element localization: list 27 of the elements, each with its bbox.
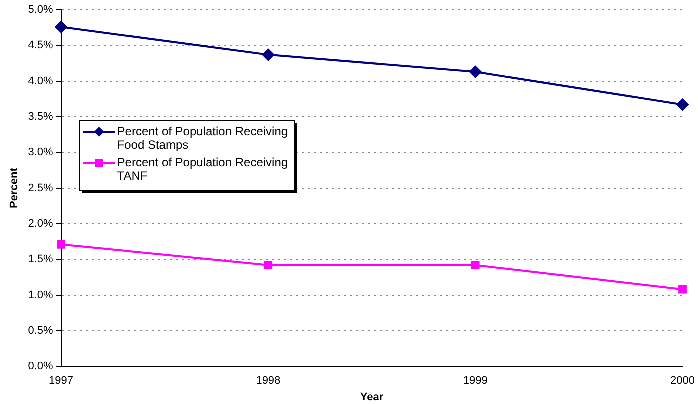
point	[471, 261, 480, 270]
y-tick-label: 2.5%	[28, 182, 54, 194]
point	[55, 21, 68, 34]
point	[678, 285, 687, 294]
point	[676, 98, 689, 111]
y-tick-label: 2.0%	[28, 218, 54, 230]
y-tick-label: 3.5%	[28, 111, 54, 124]
y-axis-title: Percent	[8, 168, 21, 208]
y-tick-label: 5.0%	[28, 4, 54, 16]
x-tick-label: 1998	[256, 375, 281, 388]
legend-label: Percent of Population Receiving TANF	[117, 155, 288, 183]
y-tick-label: 0.0%	[28, 360, 54, 373]
point	[57, 240, 66, 249]
point	[470, 66, 482, 78]
y-tick-label: 4.5%	[28, 40, 54, 52]
x-tick-label: 1999	[463, 375, 488, 388]
y-tick-label: 1.0%	[28, 289, 54, 302]
y-tick-label: 3.0%	[28, 146, 54, 159]
y-tick-label: 4.0%	[28, 75, 54, 88]
y-tick-label: 1.5%	[28, 254, 54, 266]
x-axis-title: Year	[360, 391, 384, 404]
point	[264, 261, 273, 270]
x-tick-label: 1997	[49, 375, 74, 388]
y-tick-label: 0.5%	[28, 324, 54, 337]
point	[262, 48, 274, 61]
legend-label: Percent of Population Receiving Food Stamps	[117, 124, 288, 152]
x-tick-label: 2000	[670, 375, 696, 388]
